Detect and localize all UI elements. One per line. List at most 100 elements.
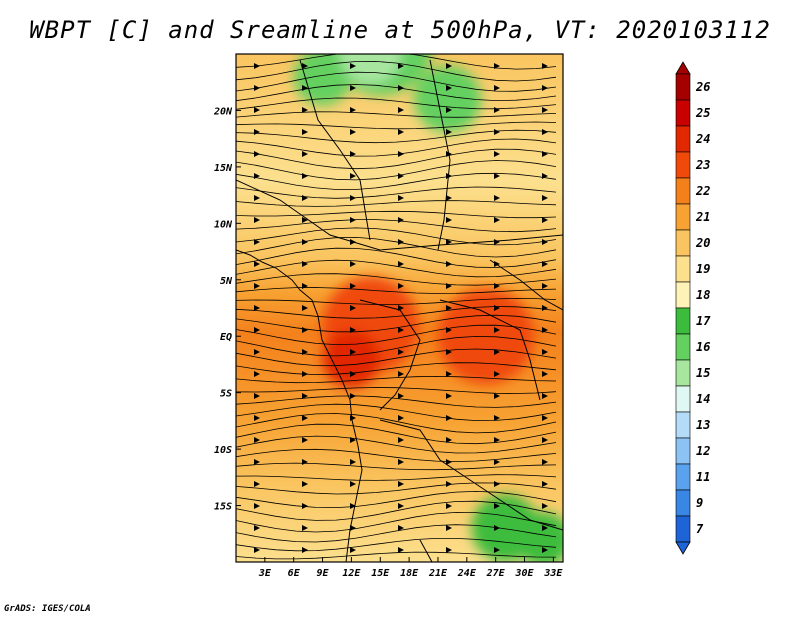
streamline-arrow [350, 195, 356, 201]
streamline-arrow [254, 239, 260, 245]
streamline-arrow [350, 371, 356, 377]
streamline-21 [236, 287, 557, 294]
streamline-arrow [446, 415, 452, 421]
colorbar-label: 17 [696, 314, 711, 328]
streamline-arrow [542, 349, 548, 355]
streamline-arrow [494, 261, 500, 267]
streamline-arrow [398, 349, 404, 355]
streamline-arrow [254, 195, 260, 201]
streamline-arrow [350, 503, 356, 509]
streamline-arrow [494, 107, 500, 113]
streamline-arrow [446, 195, 452, 201]
streamline-34 [236, 423, 557, 445]
streamline-arrow [350, 85, 356, 91]
streamline-5 [236, 111, 557, 118]
streamline-44 [236, 538, 557, 552]
colorbar-label: 26 [695, 80, 710, 94]
streamline-arrow [398, 327, 404, 333]
streamline-15 [236, 219, 557, 233]
streamline-arrow [398, 129, 404, 135]
map-panel [236, 54, 563, 562]
map-frame [235, 53, 564, 563]
streamline-arrow [398, 371, 404, 377]
colorbar-label: 22 [695, 184, 710, 198]
streamline-arrow [350, 327, 356, 333]
streamline-3 [236, 84, 557, 102]
streamline-13 [236, 200, 557, 207]
streamline-arrow [446, 239, 452, 245]
streamline-41 [236, 500, 557, 521]
streamline-arrow [494, 481, 500, 487]
streamline-arrow [542, 239, 548, 245]
streamline-arrow [302, 63, 308, 69]
lon-tick-label: 21E [428, 568, 448, 579]
streamline-arrow [446, 85, 452, 91]
streamline-20 [236, 273, 557, 286]
colorbar-swatch-15 [675, 359, 691, 387]
streamline-arrow [446, 173, 452, 179]
streamline-arrow [446, 349, 452, 355]
colorbar-swatch-13 [675, 411, 691, 439]
streamline-arrow [542, 217, 548, 223]
streamline-arrow [302, 129, 308, 135]
streamline-30 [236, 387, 557, 394]
streamline-arrow [254, 503, 260, 509]
streamline-arrow [398, 547, 404, 553]
streamline-arrow [350, 547, 356, 553]
streamline-arrow [302, 437, 308, 443]
streamline-arrow [542, 481, 548, 487]
streamline-arrow [494, 459, 500, 465]
streamline-arrow [302, 283, 308, 289]
streamline-9 [236, 148, 557, 170]
colorbar-swatch-18 [675, 281, 691, 309]
streamline-arrow [542, 437, 548, 443]
lat-tick-label: 15N [214, 163, 233, 174]
lon-axis: 3E 6E 9E 12E 15E 18E 21E 24E 27E 30E 33E [258, 557, 563, 579]
streamline-arrow [542, 327, 548, 333]
colorbar-label: 23 [695, 158, 710, 172]
streamline-arrow [494, 371, 500, 377]
lat-axis: 20N 15N 10N 5N EQ 5S 10S 15S [213, 106, 241, 513]
streamline-16 [236, 227, 557, 246]
streamline-arrow [398, 503, 404, 509]
lat-tick-label: 20N [213, 106, 233, 117]
colorbar-label: 9 [696, 496, 703, 510]
streamline-arrow [542, 459, 548, 465]
streamline-23 [236, 306, 557, 319]
colorbar-label: 13 [696, 418, 710, 432]
streamline-31 [236, 395, 557, 408]
streamline-arrow [446, 327, 452, 333]
streamline-arrow [302, 371, 308, 377]
colorbar-swatch-16 [675, 333, 691, 361]
streamline-arrow [254, 305, 260, 311]
streamline-arrow [302, 327, 308, 333]
streamline-arrow [494, 327, 500, 333]
streamline-arrow [254, 525, 260, 531]
streamline-arrow [398, 415, 404, 421]
lon-tick-label: 6E [288, 568, 301, 579]
streamline-33 [236, 413, 557, 434]
streamline-0 [236, 54, 557, 70]
streamline-arrow [542, 151, 548, 157]
streamline-arrow [350, 151, 356, 157]
streamline-arrow [494, 283, 500, 289]
streamline-arrow [302, 459, 308, 465]
streamline-arrow [542, 129, 548, 135]
streamline-35 [236, 435, 557, 454]
colorbar-label: 25 [695, 106, 710, 120]
streamline-26 [236, 335, 557, 357]
streamline-37 [236, 462, 557, 471]
streamline-arrow [350, 349, 356, 355]
streamline-arrow [446, 525, 452, 531]
streamline-arrow [542, 547, 548, 553]
streamline-arrow [254, 129, 260, 135]
country-borders [236, 59, 563, 562]
streamline-arrow [446, 107, 452, 113]
streamline-arrow [542, 173, 548, 179]
streamline-arrow [254, 151, 260, 157]
streamline-arrow [494, 305, 500, 311]
streamline-arrow [446, 437, 452, 443]
streamline-arrow [398, 63, 404, 69]
streamline-arrow [302, 107, 308, 113]
lon-tick-label: 33E [543, 568, 563, 579]
